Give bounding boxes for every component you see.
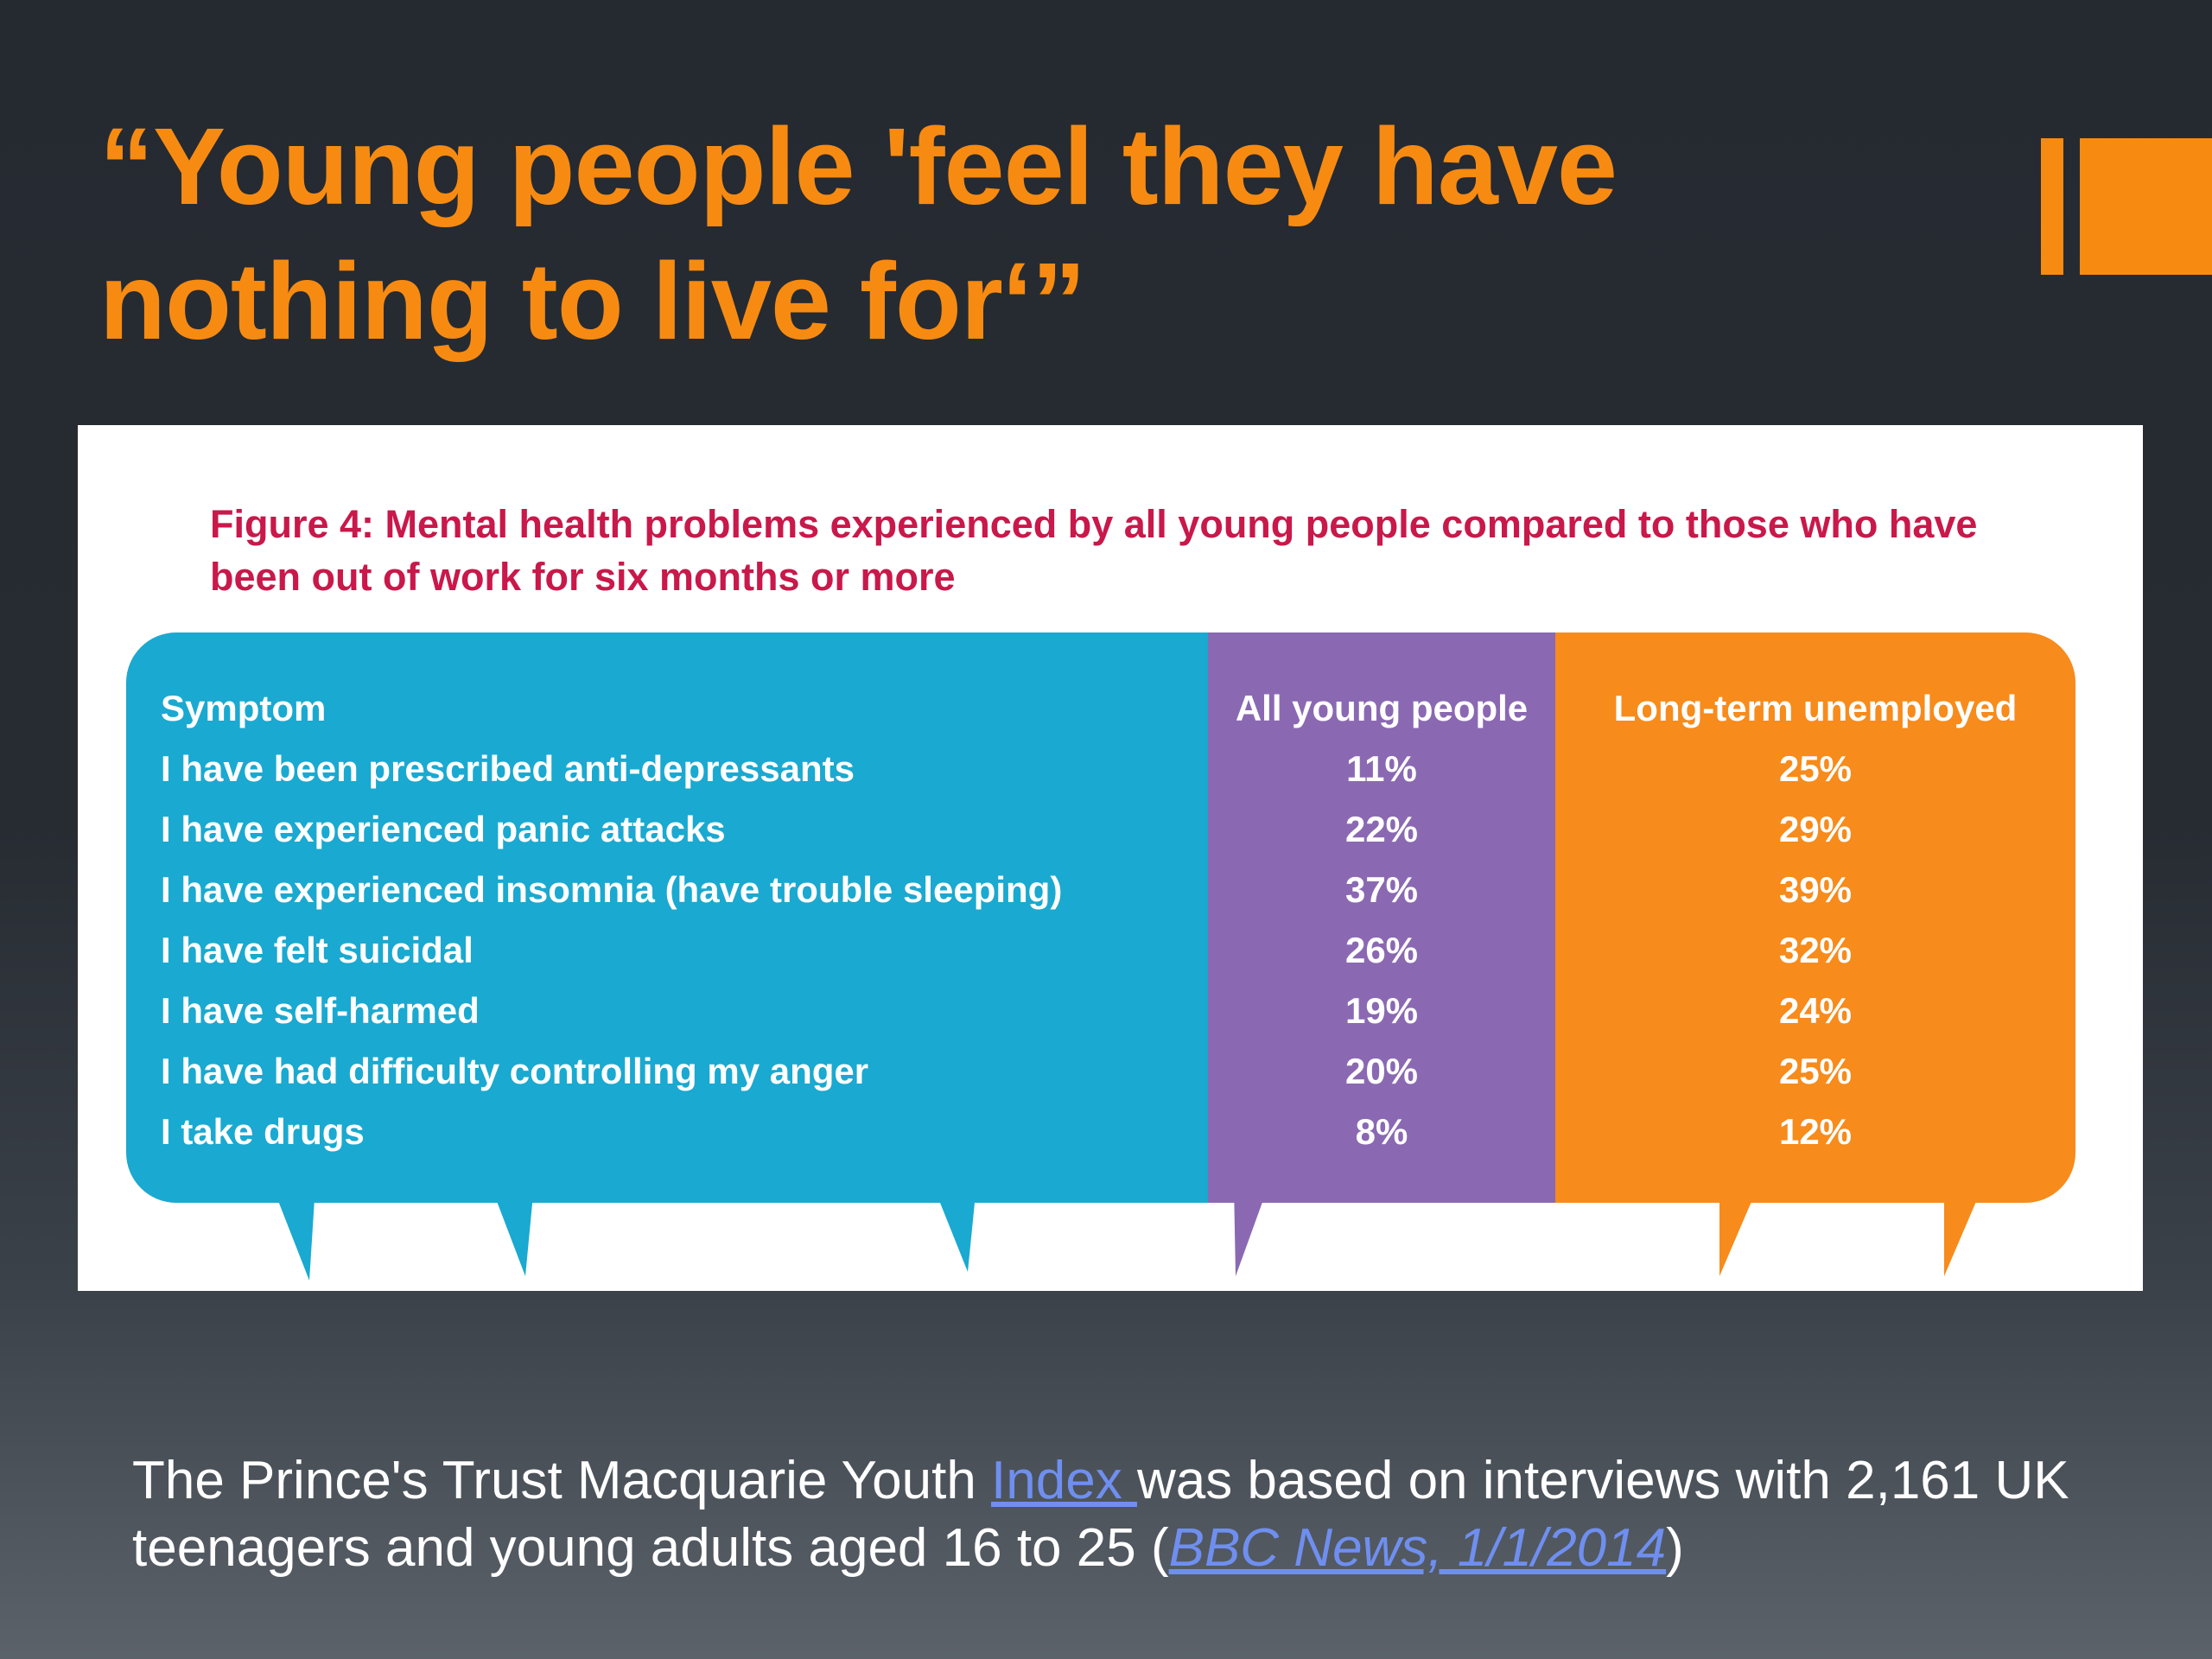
accent-bar — [2041, 138, 2063, 275]
row-long-term-value: 24% — [1778, 990, 1853, 1031]
symptom-table: Symptom I have been prescribed anti-depr… — [126, 632, 2075, 1203]
figure-image: Figure 4: Mental health problems experie… — [78, 425, 2143, 1291]
pointer-4 — [1234, 1185, 1268, 1276]
accent-block — [2080, 138, 2212, 275]
pointer-1 — [272, 1185, 315, 1281]
header-all-young-people: All young people — [1235, 688, 1529, 728]
pointer-5 — [1719, 1185, 1758, 1276]
row-symptom: I have had difficulty controlling my ang… — [161, 1051, 869, 1091]
long-term-unemployed-column: Long-term unemployed 25% 29% 39% 32% 24%… — [1555, 632, 2075, 1203]
row-symptom: I have been prescribed anti-depressants — [161, 748, 855, 789]
row-long-term-value: 25% — [1778, 1051, 1853, 1091]
row-all-value: 22% — [1344, 809, 1419, 849]
slide-title: “Young people 'feel they have nothing to… — [99, 105, 1618, 362]
row-symptom: I take drugs — [161, 1111, 365, 1152]
source-text: was based on interviews with 2,161 UK te… — [132, 1451, 2069, 1578]
row-symptom: I have felt suicidal — [161, 930, 474, 970]
speech-pointers — [272, 1185, 1983, 1281]
index-link[interactable]: Index — [991, 1451, 1137, 1510]
source-text: The Prince's Trust Macquarie Youth — [132, 1451, 992, 1510]
all-young-people-column: All young people 11% 22% 37% 26% 19% 20%… — [1208, 632, 1555, 1203]
row-symptom: I have experienced panic attacks — [161, 809, 726, 849]
row-all-value: 11% — [1346, 748, 1417, 789]
row-all-value: 26% — [1344, 930, 1419, 970]
row-long-term-value: 39% — [1778, 869, 1853, 910]
pointer-6 — [1944, 1185, 1983, 1276]
row-long-term-value: 12% — [1778, 1111, 1853, 1152]
row-symptom: I have self-harmed — [161, 990, 480, 1031]
pointer-2 — [491, 1185, 534, 1276]
pointer-3 — [933, 1185, 976, 1272]
row-all-value: 20% — [1344, 1051, 1419, 1091]
row-long-term-value: 25% — [1778, 748, 1853, 789]
row-symptom: I have experienced insomnia (have troubl… — [161, 869, 1063, 910]
header-symptom: Symptom — [161, 688, 327, 728]
row-all-value: 37% — [1344, 869, 1419, 910]
source-text: ) — [1666, 1518, 1684, 1578]
figure-caption: Figure 4: Mental health problems experie… — [210, 502, 1978, 599]
header-long-term-unemployed: Long-term unemployed — [1613, 688, 2018, 728]
source-note: The Prince's Trust Macquarie Youth Index… — [132, 1447, 2120, 1582]
bbc-news-link[interactable]: BBC News, 1/1/2014 — [1168, 1518, 1667, 1578]
row-all-value: 19% — [1344, 990, 1419, 1031]
row-long-term-value: 32% — [1778, 930, 1853, 970]
row-long-term-value: 29% — [1778, 809, 1853, 849]
symptom-column: Symptom I have been prescribed anti-depr… — [126, 632, 1208, 1203]
row-all-value: 8% — [1355, 1111, 1408, 1152]
